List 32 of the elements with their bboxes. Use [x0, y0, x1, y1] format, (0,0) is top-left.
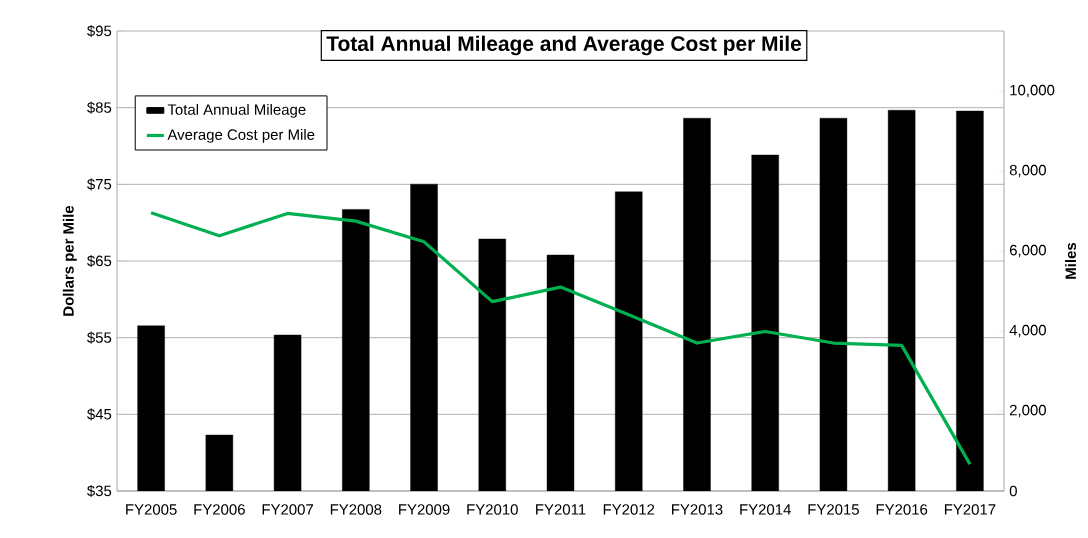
y2-tick-label: 10,000	[1010, 84, 1055, 98]
x-tick-label: FY2010	[467, 504, 518, 515]
y2-tick-label: 4,000	[1009, 324, 1046, 338]
y-tick-label: $85	[87, 101, 112, 114]
y-tick-label: $45	[87, 408, 112, 421]
x-tick-label: FY2011	[536, 504, 586, 515]
y-tick-label: $95	[87, 24, 112, 38]
x-tick-label: FY2008	[330, 504, 382, 515]
chart-title: Total Annual Mileage and Average Cost per Mile	[326, 35, 802, 56]
x-tick-label: FY2009	[399, 504, 450, 515]
y-tick-label: $65	[87, 254, 112, 268]
x-tick-label: FY2014	[740, 504, 791, 515]
x-tick-label: FY2005	[126, 504, 177, 515]
y2-tick-label: 0	[1009, 485, 1017, 497]
legend-label: Total Annual Mileage	[167, 103, 306, 118]
legend-label: Average Cost per Mile	[167, 128, 315, 143]
x-tick-label: FY2015	[808, 504, 859, 515]
x-tick-label: FY2017	[944, 504, 996, 515]
y2-tick-label: 6,000	[1009, 244, 1046, 258]
y-tick-label: $75	[87, 178, 112, 191]
x-tick-label: FY2006	[194, 504, 245, 515]
y-axis-title: Dollars per Mile	[62, 205, 77, 316]
y-tick-label: $35	[87, 484, 112, 498]
x-tick-label: FY2007	[262, 504, 313, 515]
y2-axis-title: Miles	[1065, 242, 1077, 279]
y2-tick-label: 8,000	[1009, 164, 1046, 178]
line-series	[149, 211, 972, 466]
y2-tick-label: 2,000	[1009, 404, 1046, 418]
x-tick-label: FY2012	[603, 504, 655, 515]
x-tick-label: FY2013	[672, 504, 723, 515]
y-tick-label: $55	[87, 331, 112, 344]
x-tick-label: FY2016	[876, 504, 928, 515]
